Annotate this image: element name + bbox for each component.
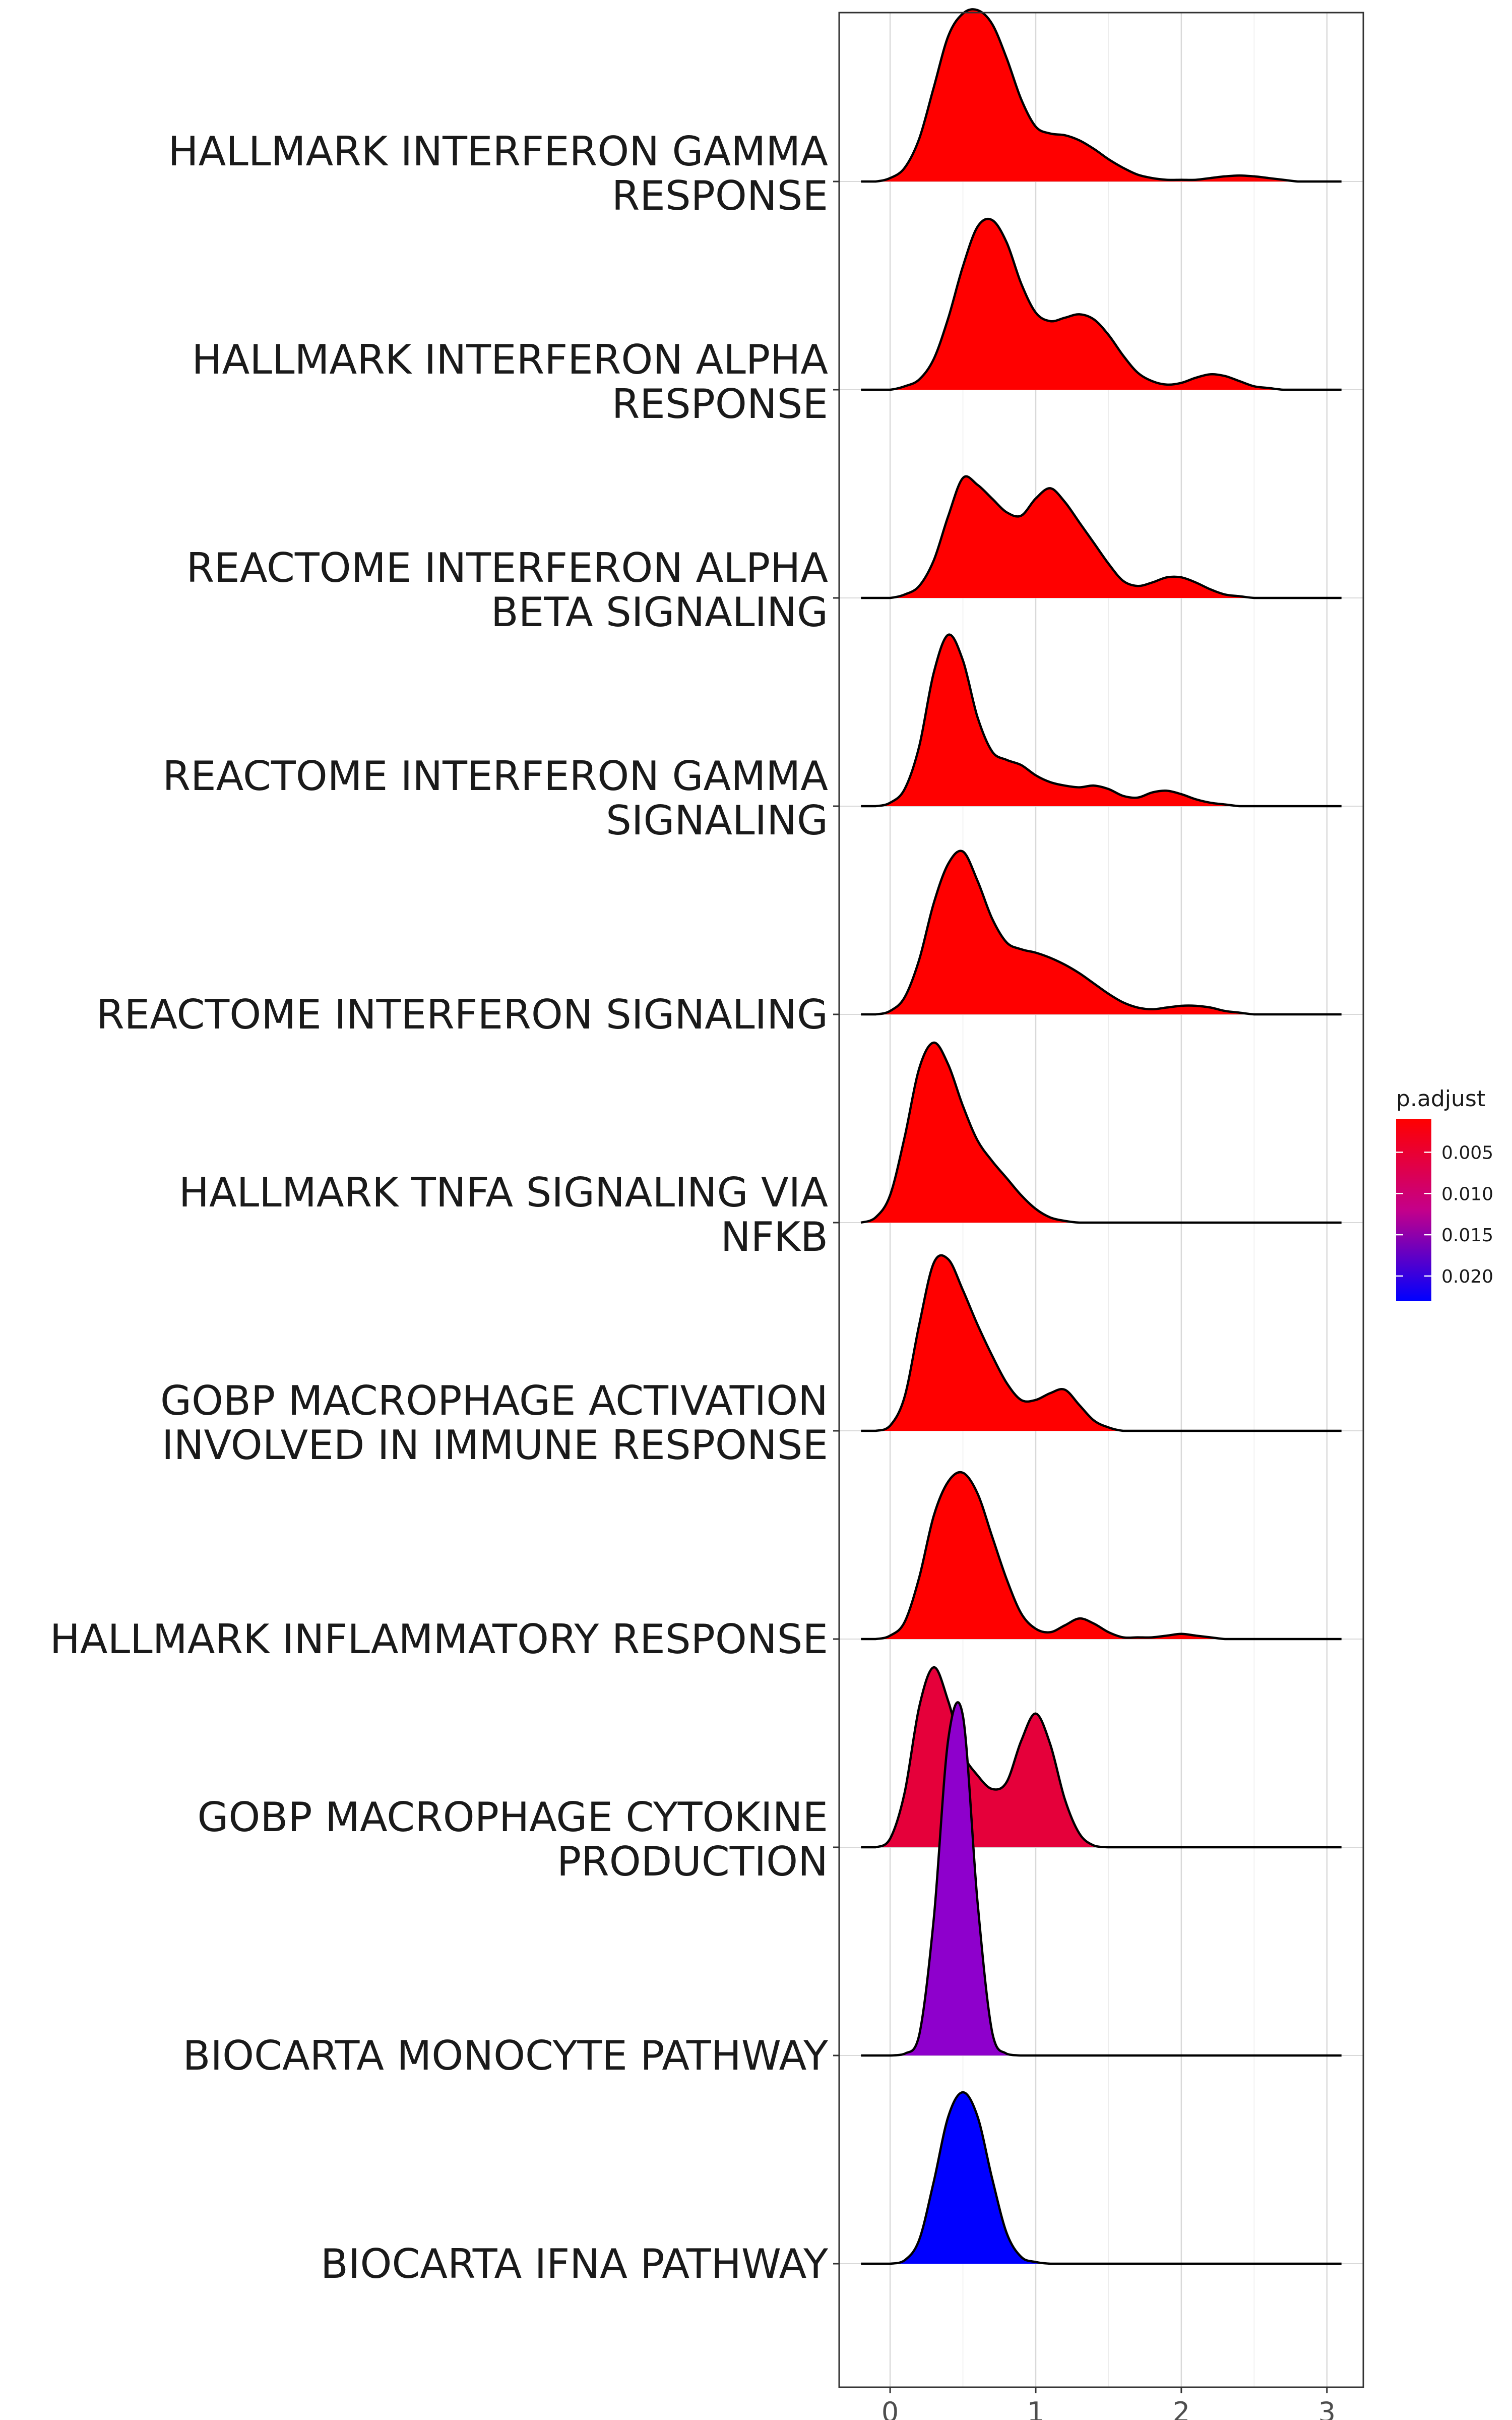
ridge-0 [861,8,1342,183]
ridge-outline-10 [861,2091,1342,2265]
category-label-1: HALLMARK INTERFERON ALPHA RESPONSE [192,336,829,428]
ridge-outline-9 [861,1701,1342,2057]
ridge-area-1 [861,219,1342,390]
ridge-outline-2 [861,475,1342,599]
ridge-9 [861,1701,1342,2057]
category-label-2: REACTOME INTERFERON ALPHA BETA SIGNALING [186,544,829,636]
ridge-area-2 [861,476,1342,598]
x-tick-label-2: 2 [1173,2396,1190,2420]
ridge-1 [861,217,1342,391]
category-labels: HALLMARK INTERFERON GAMMA RESPONSE HALLMAR… [50,128,839,2287]
legend: p.adjust 0.005 0.010 0.015 0.020 [1396,1086,1493,1301]
ridge-outline-1 [861,217,1342,391]
legend-tick-label-3: 0.020 [1441,1266,1493,1287]
category-label-3: REACTOME INTERFERON GAMMA SIGNALING [163,753,829,844]
category-label-4: REACTOME INTERFERON SIGNALING [96,991,828,1038]
legend-colorbar [1396,1119,1431,1301]
ridge-3 [861,633,1342,808]
category-label-9: BIOCARTA MONOCYTE PATHWAY [183,2032,829,2079]
ridge-area-9 [861,1702,1342,2055]
category-label-5: HALLMARK TNFA SIGNALING VIA NFKB [179,1169,828,1260]
x-tick-label-3: 3 [1318,2396,1336,2420]
ridge-area-3 [861,634,1342,806]
legend-tick-label-1: 0.010 [1441,1184,1493,1204]
ridge-outline-8 [861,1666,1342,1849]
x-tick-label-1: 1 [1027,2396,1044,2420]
ridge-area-8 [861,1667,1342,1847]
ridge-area-0 [861,9,1342,182]
ridge-outline-3 [861,633,1342,808]
ridge-7 [861,1471,1342,1641]
panel-border [838,12,1364,2388]
ridge-outline-6 [861,1254,1342,1432]
ridge-4 [861,850,1342,1016]
legend-tick-label-2: 0.015 [1441,1225,1493,1246]
ridge-5 [860,1041,1342,1224]
category-label-8: GOBP MACROPHAGE CYTOKINE PRODUCTION [197,1794,828,1885]
legend-tick-label-0: 0.005 [1441,1142,1493,1163]
category-label-6: GOBP MACROPHAGE ACTIVATION INVOLVED IN IM… [160,1377,828,1469]
ridge-outline-4 [861,850,1342,1016]
ridge-area-7 [861,1472,1342,1639]
ridge-outline-7 [861,1471,1342,1641]
ridges [860,8,1342,2265]
category-label-10: BIOCARTA IFNA PATHWAY [321,2241,829,2287]
category-label-0: HALLMARK INTERFERON GAMMA RESPONSE [168,128,828,219]
ridge-8 [861,1666,1342,1849]
ridge-area-5 [861,1042,1342,1223]
ridge-10 [861,2091,1342,2265]
ridge-outline-0 [861,8,1342,183]
x-tick-label-0: 0 [881,2396,899,2420]
x-axis: 0 1 2 3 [881,2387,1336,2420]
ridge-2 [861,475,1342,599]
category-label-7: HALLMARK INFLAMMATORY RESPONSE [50,1616,828,1663]
ridge-area-10 [861,2092,1342,2264]
legend-title: p.adjust [1396,1086,1485,1112]
ridge-area-6 [861,1255,1342,1431]
ridge-6 [861,1254,1342,1432]
ridge-outline-5 [860,1041,1342,1224]
